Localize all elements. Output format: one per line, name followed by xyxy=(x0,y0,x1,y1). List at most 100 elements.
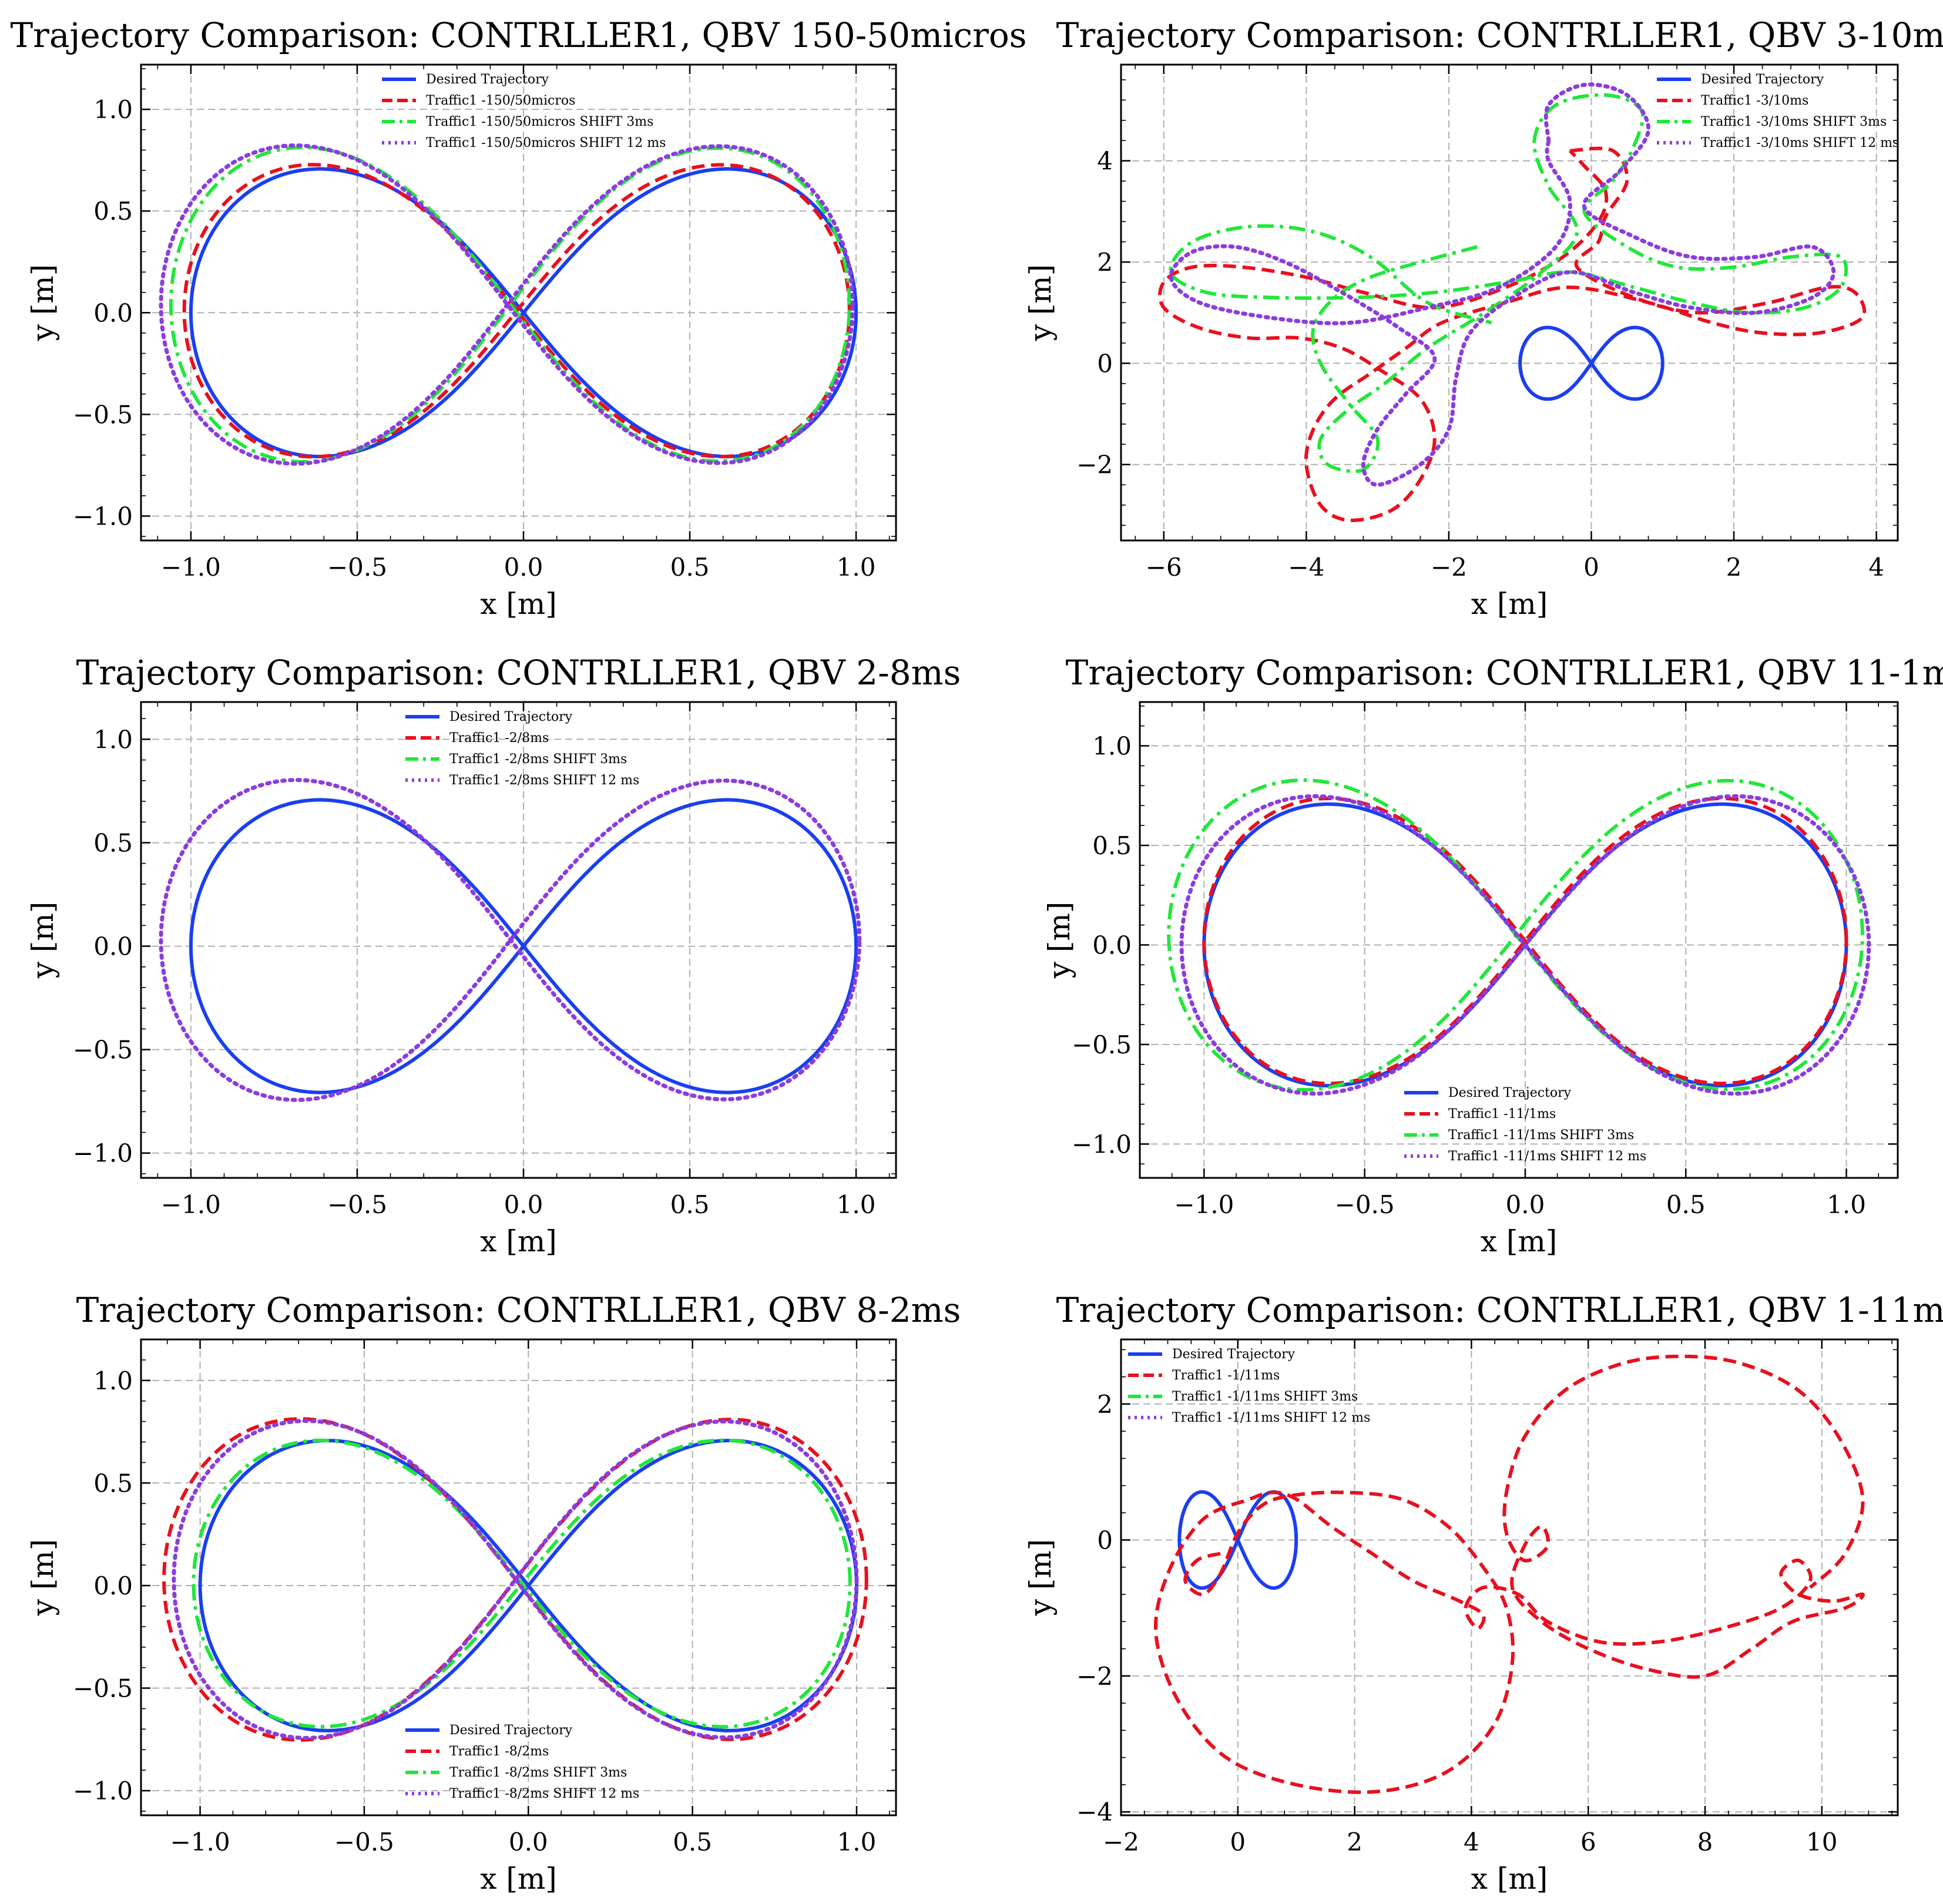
x-tick-label: −1.0 xyxy=(161,1190,221,1219)
y-tick-label: 4 xyxy=(1097,147,1113,176)
y-tick-label: −0.5 xyxy=(73,1674,133,1703)
series-line-shift12 xyxy=(159,143,855,466)
x-tick-label: 0.5 xyxy=(670,553,710,582)
x-axis-label: x [m] xyxy=(1481,1224,1558,1258)
chart-title: Trajectory Comparison: CONTRLLER1, QBV 1… xyxy=(1056,1290,1943,1330)
legend-label: Traffic1 -3/10ms SHIFT 3ms xyxy=(1701,115,1887,129)
x-tick-label: −1.0 xyxy=(161,553,221,582)
x-tick-label: 1.0 xyxy=(837,1190,876,1219)
series-line-shift12 xyxy=(1169,82,1836,487)
series-line-shift3 xyxy=(1167,778,1864,1092)
y-tick-label: 0.0 xyxy=(93,298,133,327)
x-axis-label: x [m] xyxy=(1471,1862,1548,1896)
plot-area xyxy=(162,1417,868,1742)
chart-panel-2: −6 −4 −2 0 2 4 −2 0 2 4 Trajectory Comparison: CON… xyxy=(1023,15,1943,621)
series-line-shift3 xyxy=(169,145,851,464)
x-tick-label: 0 xyxy=(1230,1828,1246,1856)
y-tick-label: 1.0 xyxy=(93,95,133,124)
y-tick-label: 0.0 xyxy=(93,932,133,961)
x-axis-label: x [m] xyxy=(1471,587,1548,621)
axes-frame xyxy=(1139,701,1899,1179)
series-line-traffic xyxy=(1154,1354,1865,1794)
legend-label: Traffic1 -11/1ms SHIFT 3ms xyxy=(1448,1128,1634,1143)
x-tick-label: 0.0 xyxy=(1506,1190,1545,1219)
x-tick-label: 2 xyxy=(1347,1828,1363,1856)
y-axis-label: y [m] xyxy=(26,264,60,342)
y-axis-label: y [m] xyxy=(1042,902,1076,979)
legend: Desired Trajectory Traffic1 -1/11ms Traffi… xyxy=(1128,1347,1370,1425)
y-tick-label: 1.0 xyxy=(1092,732,1132,761)
legend-label: Traffic1 -1/11ms SHIFT 3ms xyxy=(1172,1389,1358,1404)
x-tick-label: 0.0 xyxy=(509,1828,548,1856)
y-tick-label: 0.5 xyxy=(93,1469,133,1497)
chart-title: Trajectory Comparison: CONTRLLER1, QBV 1… xyxy=(10,15,1026,55)
y-tick-label: 0 xyxy=(1097,349,1113,378)
legend-label: Traffic1 -8/2ms SHIFT 3ms xyxy=(449,1765,627,1780)
y-axis-label: y [m] xyxy=(1023,1539,1058,1617)
legend-label: Traffic1 -2/8ms xyxy=(449,731,549,746)
legend-label: Traffic1 -2/8ms SHIFT 12 ms xyxy=(449,773,639,788)
x-tick-label: −4 xyxy=(1288,553,1324,582)
x-tick-label: 1.0 xyxy=(837,1828,877,1856)
series-line-shift12 xyxy=(1179,794,1871,1096)
series-line-shift3 xyxy=(192,1438,852,1729)
x-axis-label: x [m] xyxy=(480,1862,557,1896)
legend-label: Traffic1 -8/2ms SHIFT 12 ms xyxy=(449,1787,639,1801)
x-tick-label: −6 xyxy=(1146,553,1182,582)
y-tick-label: −1.0 xyxy=(73,1777,133,1805)
y-tick-label: 0.0 xyxy=(93,1571,133,1600)
series-line-desired xyxy=(1177,1490,1298,1590)
y-tick-label: 0.0 xyxy=(1092,931,1132,959)
y-axis-label: y [m] xyxy=(1023,264,1058,342)
x-axis-label: x [m] xyxy=(480,1224,557,1258)
chart-title: Trajectory Comparison: CONTRLLER1, QBV 8… xyxy=(76,1290,961,1330)
chart-panel-5: −1.0 −0.5 0.0 0.5 1.0 −1.0 −0.5 0.0 0.5 1.0 Trajec… xyxy=(26,1290,961,1896)
x-tick-label: 4 xyxy=(1868,553,1884,582)
legend-label: Traffic1 -3/10ms SHIFT 12 ms xyxy=(1701,136,1899,150)
axes-frame xyxy=(1120,63,1899,542)
legend-label: Traffic1 -150/50micros SHIFT 3ms xyxy=(426,115,653,129)
x-tick-label: −1.0 xyxy=(170,1828,230,1856)
x-tick-label: 6 xyxy=(1580,1828,1596,1856)
x-tick-label: −0.5 xyxy=(327,1190,387,1219)
plot-area xyxy=(159,143,858,466)
y-tick-label: 0.5 xyxy=(93,197,133,226)
y-tick-label: −1.0 xyxy=(73,1139,133,1168)
series-line-desired xyxy=(189,167,858,459)
x-tick-label: 0.0 xyxy=(504,1190,543,1219)
legend-label: Traffic1 -8/2ms xyxy=(449,1744,549,1759)
y-tick-label: 1.0 xyxy=(93,1366,133,1395)
plot-area xyxy=(1154,1354,1865,1794)
y-tick-label: −2 xyxy=(1076,451,1113,479)
plot-area xyxy=(1157,82,1867,522)
x-tick-label: 1.0 xyxy=(837,553,876,582)
legend-label: Traffic1 -11/1ms SHIFT 12 ms xyxy=(1448,1149,1646,1164)
x-tick-label: −0.5 xyxy=(334,1828,394,1856)
series-line-traffic xyxy=(182,163,851,459)
legend-label: Desired Trajectory xyxy=(449,710,573,724)
y-tick-label: 0.5 xyxy=(1092,831,1132,860)
y-tick-label: −0.5 xyxy=(73,1036,133,1065)
x-tick-label: 2 xyxy=(1726,553,1742,582)
series-line-desired xyxy=(189,798,858,1094)
legend-label: Traffic1 -1/11ms SHIFT 12 ms xyxy=(1172,1411,1370,1425)
x-tick-label: 0.5 xyxy=(670,1190,710,1219)
x-tick-label: −0.5 xyxy=(327,553,387,582)
legend-label: Traffic1 -11/1ms xyxy=(1448,1107,1556,1121)
x-tick-label: 0 xyxy=(1583,553,1599,582)
y-tick-label: 0.5 xyxy=(93,828,133,857)
legend-label: Traffic1 -3/10ms xyxy=(1701,93,1808,108)
axes-frame xyxy=(1120,1338,1899,1816)
x-tick-label: 0.0 xyxy=(504,553,543,582)
y-tick-label: 0 xyxy=(1097,1526,1113,1554)
series-line-desired xyxy=(198,1439,858,1732)
legend: Desired Trajectory Traffic1 -2/8ms Traffic… xyxy=(405,710,639,788)
x-tick-label: 8 xyxy=(1697,1828,1713,1856)
y-tick-label: 2 xyxy=(1097,248,1113,277)
x-tick-label: 4 xyxy=(1464,1828,1479,1856)
x-tick-label: −2 xyxy=(1103,1828,1139,1856)
series-line-desired xyxy=(1518,325,1665,401)
y-axis-label: y [m] xyxy=(26,1539,60,1617)
legend-label: Desired Trajectory xyxy=(426,72,549,87)
